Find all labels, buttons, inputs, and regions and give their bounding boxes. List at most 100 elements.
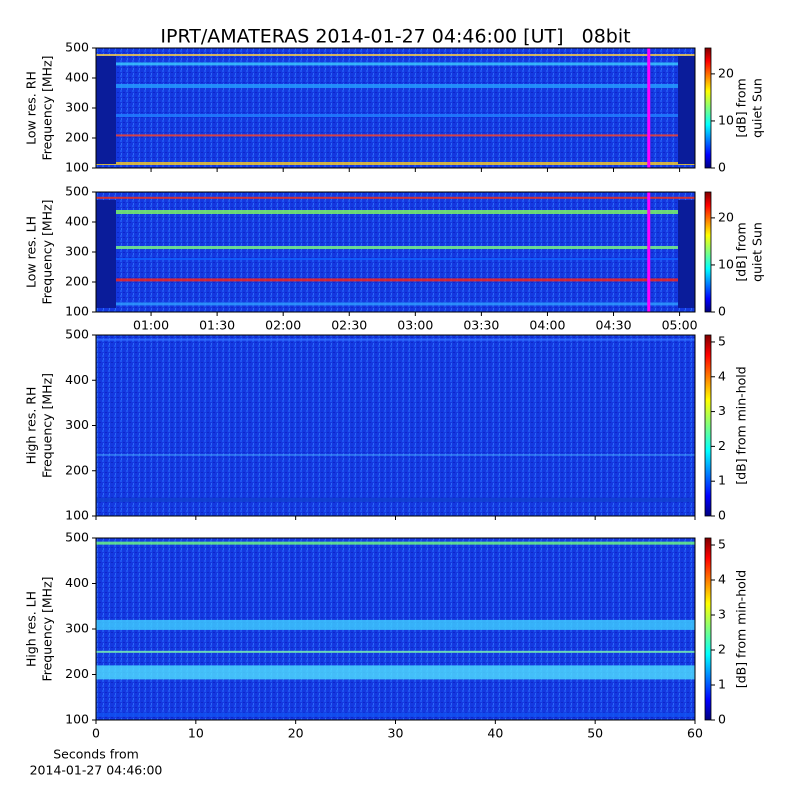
colorbar-tick-label: 1 xyxy=(718,473,726,488)
colorbar-tick-label: 20 xyxy=(718,209,734,224)
x-tick-label: 02:30 xyxy=(331,318,367,333)
y-axis-label: Frequency [MHz] xyxy=(40,199,55,304)
y-tick-label: 200 xyxy=(65,666,89,681)
colorbar-tick-label: 3 xyxy=(718,607,726,622)
y-tick-label: 500 xyxy=(65,530,89,545)
y-axis-label: High res. LH xyxy=(24,591,39,667)
spectrogram-band xyxy=(96,62,695,66)
y-tick-label: 100 xyxy=(65,304,89,319)
x-axis-label: Seconds from xyxy=(53,747,139,762)
x-tick-label: 20 xyxy=(288,726,304,741)
y-tick-label: 200 xyxy=(65,462,89,477)
y-axis-label: High res. RH xyxy=(24,387,39,465)
colorbar-tick-label: 2 xyxy=(718,642,726,657)
colorbar xyxy=(704,537,712,721)
x-tick-label: 04:00 xyxy=(529,318,565,333)
colorbar-tick-label: 0 xyxy=(718,508,726,523)
y-tick-label: 300 xyxy=(65,417,89,432)
x-tick-label: 10 xyxy=(188,726,204,741)
x-tick-label: 05:00 xyxy=(662,318,698,333)
spectrogram-band xyxy=(96,665,695,680)
y-tick-label: 400 xyxy=(65,214,89,229)
x-tick-label: 0 xyxy=(92,726,100,741)
colorbar-tick-label: 2 xyxy=(718,438,726,453)
colorbar-tick-label: 10 xyxy=(718,256,734,271)
spectrogram-band xyxy=(96,162,695,165)
x-tick-label: 40 xyxy=(487,726,503,741)
x-tick-label: 60 xyxy=(687,726,703,741)
spectrogram-band xyxy=(96,278,695,282)
spectrogram-band xyxy=(96,454,695,456)
colorbar-label: [dB] from min-hold xyxy=(734,570,749,688)
y-tick-label: 300 xyxy=(65,100,89,115)
colorbar xyxy=(704,191,712,313)
y-tick-label: 100 xyxy=(65,508,89,523)
y-axis-label: Low res. LH xyxy=(24,216,39,288)
spectrogram xyxy=(96,48,695,168)
y-tick-label: 200 xyxy=(65,274,89,289)
y-tick-label: 300 xyxy=(65,244,89,259)
spectrogram-band xyxy=(96,338,695,341)
colorbar-tick-label: 20 xyxy=(718,65,734,80)
spectrogram-band xyxy=(96,196,695,199)
y-tick-label: 500 xyxy=(65,327,89,342)
colorbar-label: quiet Sun xyxy=(750,78,765,138)
colorbar-label: [dB] from xyxy=(734,78,749,137)
spectrogram-band xyxy=(96,302,695,306)
colorbar-tick-label: 4 xyxy=(718,572,726,587)
x-tick-label: 04:30 xyxy=(596,318,632,333)
y-tick-label: 200 xyxy=(65,130,89,145)
y-axis-label: Frequency [MHz] xyxy=(40,576,55,681)
spectrogram-band xyxy=(96,210,695,214)
spectrogram xyxy=(96,335,695,516)
x-tick-label: 03:00 xyxy=(397,318,433,333)
colorbar-tick-label: 5 xyxy=(718,537,726,552)
colorbar-tick-label: 5 xyxy=(718,333,726,348)
colorbar-label: [dB] from min-hold xyxy=(734,366,749,484)
spectrogram-band xyxy=(96,134,695,137)
y-tick-label: 400 xyxy=(65,372,89,387)
y-axis-label: Low res. RH xyxy=(24,71,39,145)
no-data-block xyxy=(96,200,116,308)
spectrogram-band xyxy=(96,84,695,88)
colorbar-tick-label: 0 xyxy=(718,304,726,319)
x-tick-label: 01:00 xyxy=(133,318,169,333)
spectrogram-band xyxy=(96,114,695,117)
y-tick-label: 300 xyxy=(65,621,89,636)
spectrogram-band xyxy=(96,619,695,630)
x-tick-label: 02:00 xyxy=(265,318,301,333)
y-tick-label: 400 xyxy=(65,70,89,85)
spectrogram-band xyxy=(96,497,695,502)
spectrogram-band xyxy=(96,54,695,56)
colorbar-tick-label: 0 xyxy=(718,160,726,175)
no-data-block xyxy=(96,56,116,164)
colorbar-tick-label: 4 xyxy=(718,368,726,383)
x-tick-label: 03:30 xyxy=(463,318,499,333)
colorbar-label: [dB] from xyxy=(734,222,749,281)
x-tick-label: 30 xyxy=(388,726,404,741)
colorbar-tick-label: 0 xyxy=(718,712,726,727)
colorbar xyxy=(704,47,712,169)
x-axis-label: 2014-01-27 04:46:00 xyxy=(30,763,163,778)
spectrogram-band xyxy=(96,258,695,260)
colorbar xyxy=(704,334,712,517)
y-tick-label: 100 xyxy=(65,712,89,727)
spectrogram-band xyxy=(96,650,695,653)
x-tick-label: 01:30 xyxy=(199,318,235,333)
spectrogram-band xyxy=(96,246,695,249)
colorbar-label: quiet Sun xyxy=(750,222,765,282)
y-tick-label: 500 xyxy=(65,184,89,199)
x-tick-label: 50 xyxy=(587,726,603,741)
y-tick-label: 100 xyxy=(65,160,89,175)
colorbar-tick-label: 1 xyxy=(718,677,726,692)
colorbar-tick-label: 3 xyxy=(718,403,726,418)
y-tick-label: 500 xyxy=(65,40,89,55)
spectrogram-band xyxy=(96,541,695,545)
y-axis-label: Frequency [MHz] xyxy=(40,55,55,160)
colorbar-tick-label: 10 xyxy=(718,112,734,127)
spectrogram-band xyxy=(96,712,695,717)
y-tick-label: 400 xyxy=(65,575,89,590)
no-data-block xyxy=(678,200,695,308)
chart-title: IPRT/AMATERAS 2014-01-27 04:46:00 [UT] 0… xyxy=(160,26,630,48)
